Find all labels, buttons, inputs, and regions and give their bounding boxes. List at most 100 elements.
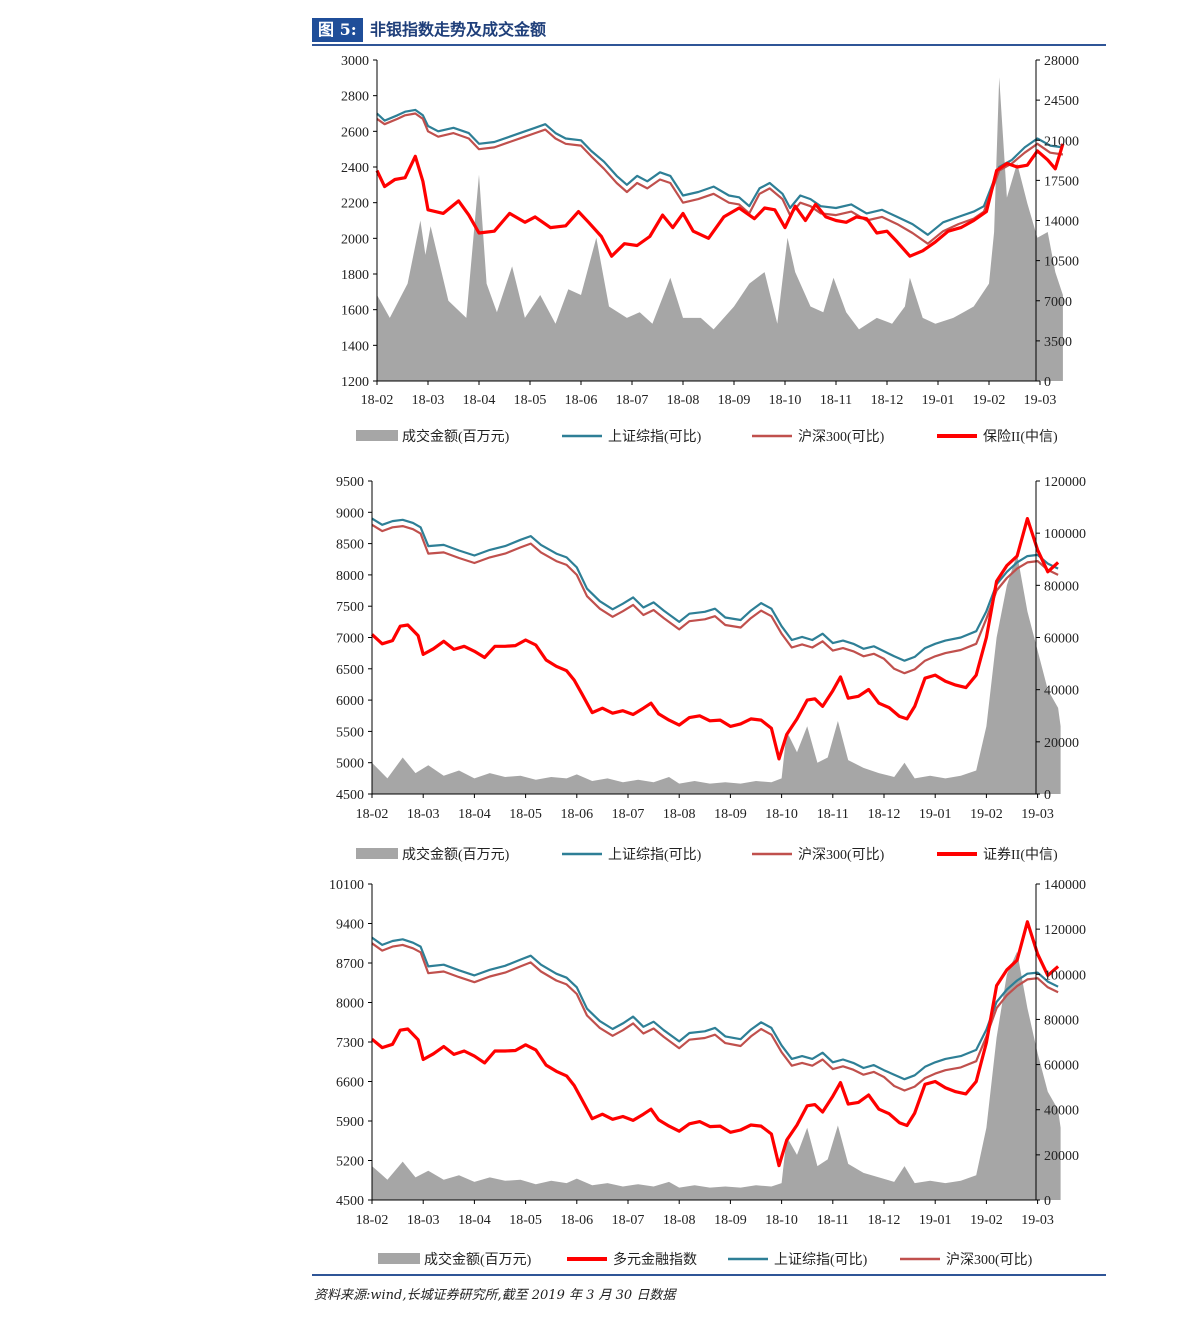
x-tick-label: 18-06 [565,393,598,408]
x-tick-label: 18-07 [612,1213,645,1228]
right-tick-label: 0 [1044,788,1051,803]
x-tick-label: 18-05 [509,807,542,822]
hs300-line [371,523,1059,675]
right-tick-label: 3500 [1044,335,1072,350]
left-tick-label: 5500 [336,725,364,740]
right-tick-label: 140000 [1044,878,1086,893]
legend-label: 沪深300(可比) [798,429,885,445]
x-tick-label: 18-02 [361,393,394,408]
legend-label: 上证综指(可比) [608,429,702,445]
left-tick-label: 8700 [336,957,364,972]
right-tick-label: 0 [1044,1194,1051,1209]
x-tick-label: 18-02 [356,1213,389,1228]
right-tick-label: 14000 [1044,215,1079,230]
x-tick-label: 18-07 [616,393,649,408]
insurance-chart: 1200 1400 1600 1800 2000 2200 2400 2600 2800 3000… [341,54,1079,445]
legend-label: 保险II(中信) [983,429,1058,445]
left-tick-label: 8000 [336,569,364,584]
figure-label: 图 5: [312,18,363,42]
right-tick-label: 40000 [1044,1104,1079,1119]
left-tick-label: 5200 [336,1155,364,1170]
right-tick-label: 20000 [1044,736,1079,751]
x-tick-label: 18-04 [458,807,491,822]
figure-title: 非银指数走势及成交金额 [370,20,547,39]
figure-header: 图 5: 非银指数走势及成交金额 [312,18,1106,46]
x-tick-label: 18-08 [663,807,696,822]
left-tick-label: 5900 [336,1115,364,1130]
legend-label: 沪深300(可比) [946,1252,1033,1268]
x-tick-label: 18-06 [560,807,593,822]
legend-label: 证券II(中信) [983,847,1058,863]
sector-index-line [370,920,1060,1168]
left-tick-label: 10100 [329,878,364,893]
legend-label: 上证综指(可比) [774,1252,868,1268]
x-tick-label: 18-12 [868,1213,901,1228]
left-tick-label: 2200 [341,197,369,212]
shanghai-composite-line [371,936,1059,1081]
hs300-line [376,112,1064,245]
left-tick-label: 1600 [341,304,369,319]
left-tick-label: 3000 [341,54,369,69]
volume-area [372,554,1061,794]
x-tick-label: 18-02 [356,807,389,822]
right-tick-label: 80000 [1044,579,1079,594]
left-tick-label: 6000 [336,694,364,709]
x-tick-label: 19-01 [919,807,952,822]
right-tick-label: 100000 [1044,968,1086,983]
legend-label: 沪深300(可比) [798,847,885,863]
x-tick-label: 18-09 [714,1213,747,1228]
legend-swatch-volume [356,430,398,441]
left-tick-label: 7500 [336,600,364,615]
left-tick-label: 8500 [336,538,364,553]
x-tick-label: 18-04 [458,1213,491,1228]
left-tick-label: 2600 [341,125,369,140]
x-tick-label: 18-10 [769,393,802,408]
left-tick-label: 1400 [341,339,369,354]
x-tick-label: 19-03 [1021,1213,1054,1228]
left-tick-label: 9000 [336,506,364,521]
right-tick-label: 80000 [1044,1013,1079,1028]
right-tick-label: 7000 [1044,295,1072,310]
left-tick-label: 9400 [336,918,364,933]
right-tick-label: 20000 [1044,1149,1079,1164]
shanghai-composite-line [376,108,1064,236]
shanghai-composite-line [371,517,1059,662]
left-tick-label: 7300 [336,1036,364,1051]
left-tick-label: 4500 [336,1194,364,1209]
volume-area [377,77,1063,381]
x-tick-label: 18-12 [868,807,901,822]
hs300-line [371,942,1059,1092]
x-tick-label: 18-09 [718,393,751,408]
diversified-finance-chart: 4500 5200 5900 6600 7300 8000 8700 9400 10100 0 20… [329,878,1086,1268]
left-tick-label: 4500 [336,788,364,803]
left-tick-label: 8000 [336,997,364,1012]
x-tick-label: 18-12 [871,393,904,408]
legend-label: 多元金融指数 [613,1251,697,1268]
left-tick-label: 6500 [336,663,364,678]
x-tick-label: 18-04 [463,393,496,408]
right-tick-label: 17500 [1044,174,1079,189]
x-tick-label: 19-02 [970,807,1003,822]
volume-area [372,951,1061,1200]
x-tick-label: 18-07 [612,807,645,822]
right-tick-label: 10500 [1044,255,1079,270]
left-tick-label: 9500 [336,475,364,490]
source-note: 资料来源:wind,长城证券研究所,截至 2019 年 3 月 30 日数据 [314,1288,676,1303]
left-tick-label: 7000 [336,632,364,647]
x-tick-label: 18-11 [817,1213,849,1228]
x-tick-label: 18-03 [407,807,440,822]
right-tick-label: 24500 [1044,94,1079,109]
legend-label: 成交金额(百万元) [424,1251,532,1268]
left-tick-label: 1800 [341,268,369,283]
x-tick-label: 18-08 [667,393,700,408]
securities-chart: 4500 5000 5500 6000 6500 7000 7500 8000 8500 9000… [336,475,1086,863]
legend-swatch-volume [356,848,398,859]
legend-swatch-volume [378,1253,420,1264]
right-tick-label: 60000 [1044,632,1079,647]
x-tick-label: 18-10 [765,807,798,822]
left-tick-label: 2800 [341,90,369,105]
x-tick-label: 19-03 [1021,807,1054,822]
x-tick-label: 19-02 [970,1213,1003,1228]
sector-index-line [370,516,1060,761]
sector-index-line [375,143,1065,258]
